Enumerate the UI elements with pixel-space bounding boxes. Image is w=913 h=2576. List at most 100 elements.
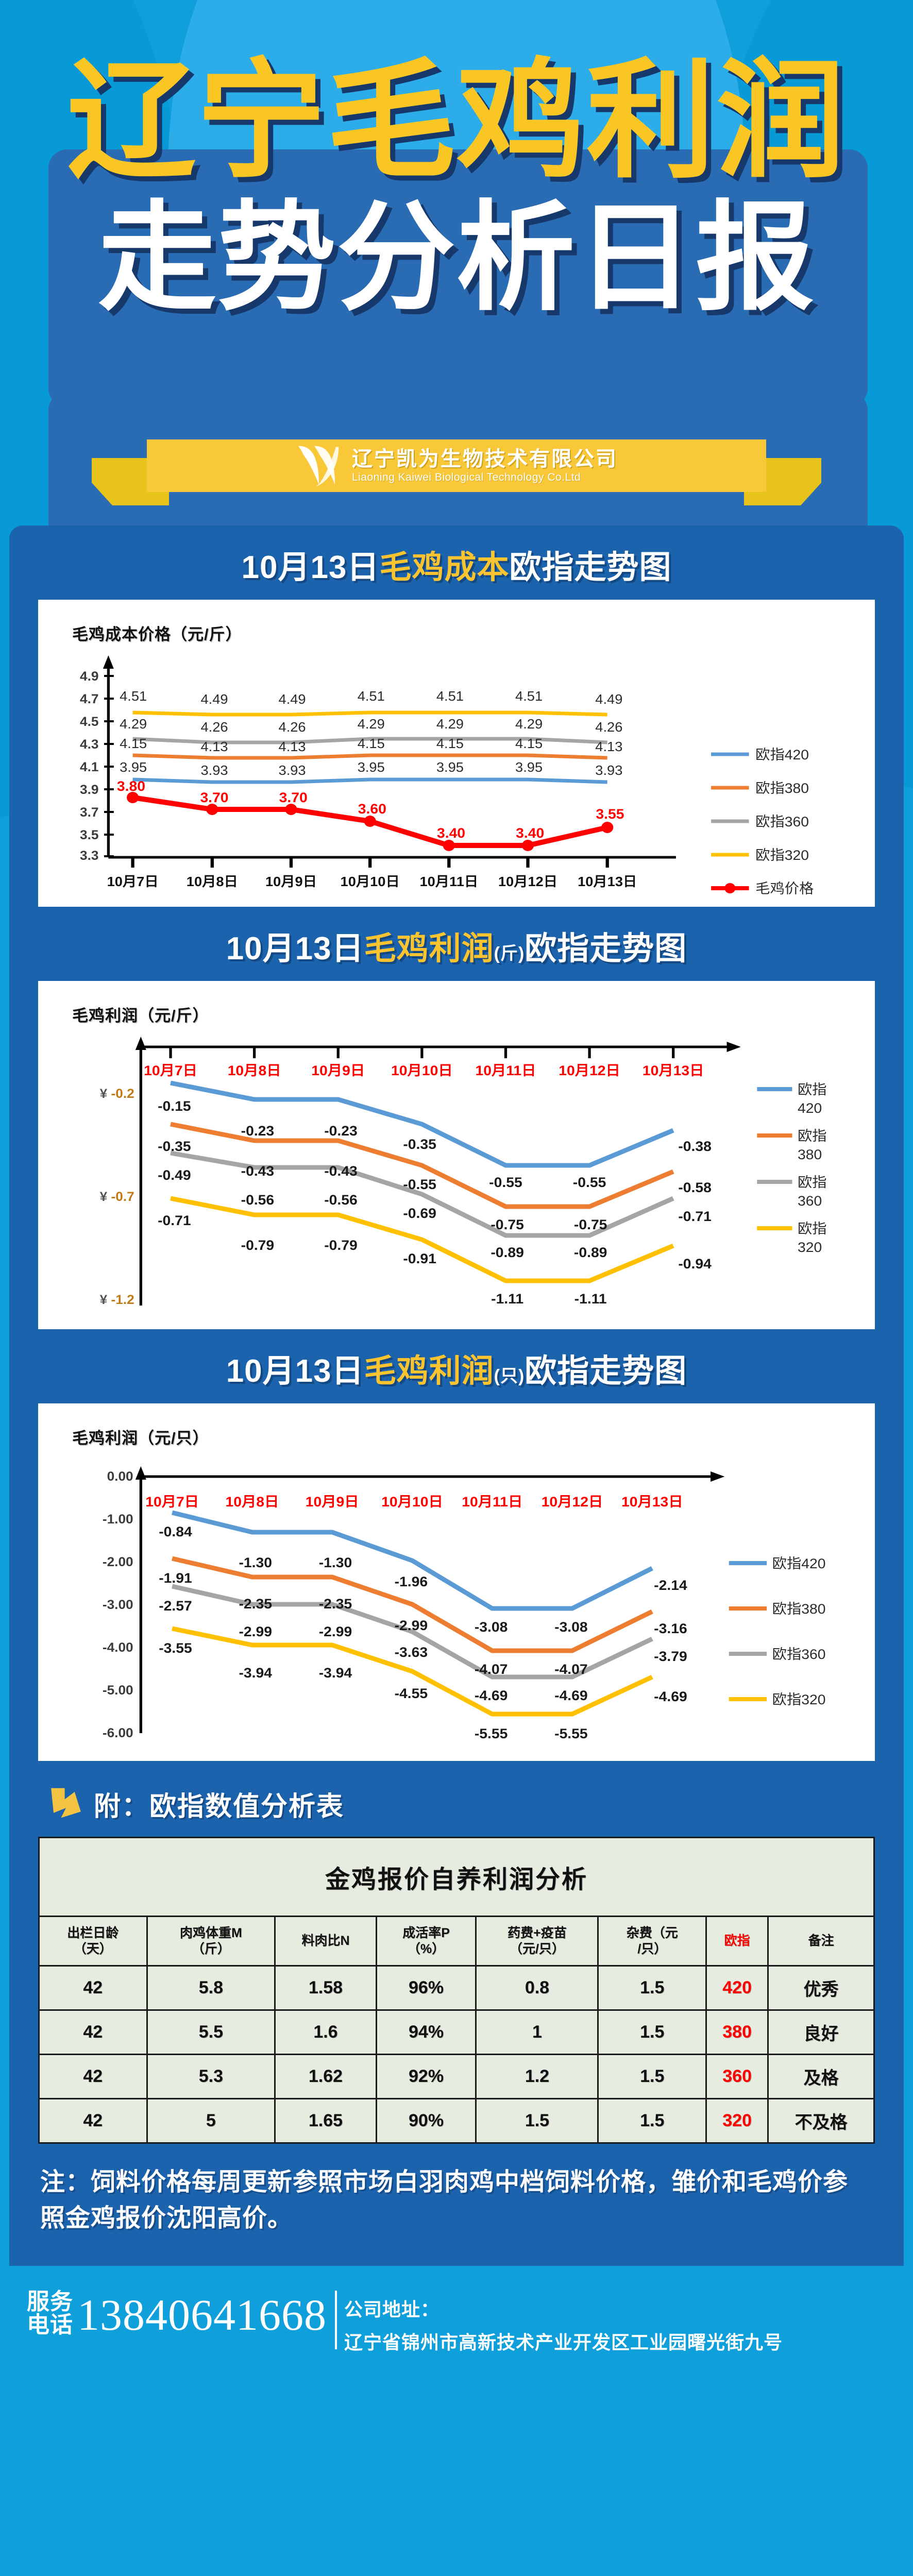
service-phone[interactable]: 13840641668 bbox=[77, 2290, 327, 2340]
cell-age: 42 bbox=[38, 2054, 148, 2099]
svg-text:3.95: 3.95 bbox=[436, 760, 464, 775]
svg-text:10月13日: 10月13日 bbox=[578, 874, 637, 889]
svg-text:欧指380: 欧指380 bbox=[755, 781, 809, 796]
svg-text:-0.79: -0.79 bbox=[324, 1238, 358, 1253]
svg-text:-1.30: -1.30 bbox=[239, 1555, 272, 1570]
cell-ouzhi: 360 bbox=[705, 2054, 769, 2099]
svg-text:-0.23: -0.23 bbox=[241, 1123, 275, 1139]
svg-text:-0.55: -0.55 bbox=[489, 1175, 522, 1190]
svg-text:3.95: 3.95 bbox=[515, 760, 543, 775]
svg-text:-0.75: -0.75 bbox=[574, 1217, 607, 1232]
service-label-line2: 电话 bbox=[27, 2312, 73, 2338]
th-remark: 备注 bbox=[767, 1916, 875, 1967]
poster-footer: 服务 电话 13840641668 公司地址： 辽宁省锦州市高新技术产业开发区工… bbox=[0, 2266, 913, 2354]
svg-text:320: 320 bbox=[798, 1240, 822, 1255]
section1-suffix: 欧指走势图 bbox=[509, 550, 672, 585]
svg-text:3.9: 3.9 bbox=[80, 783, 98, 797]
svg-text:¥ -0.7: ¥ -0.7 bbox=[100, 1190, 134, 1204]
address-label: 公司地址： bbox=[344, 2299, 440, 2320]
svg-text:3.5: 3.5 bbox=[80, 828, 98, 842]
svg-text:4.15: 4.15 bbox=[120, 736, 147, 751]
svg-text:-6.00: -6.00 bbox=[103, 1726, 133, 1740]
svg-text:欧指420: 欧指420 bbox=[772, 1556, 826, 1571]
table-row: 42 5 1.65 90% 1.5 1.5 320 不及格 bbox=[38, 2098, 875, 2144]
svg-text:欧指: 欧指 bbox=[798, 1221, 827, 1236]
cell-misc: 1.5 bbox=[597, 2098, 707, 2144]
svg-text:-0.43: -0.43 bbox=[324, 1163, 358, 1179]
chart-card-profit-zhi: 毛鸡利润（元/只） 0.00 -1.00 -2.00 -3.00 -4.00 -… bbox=[38, 1403, 875, 1761]
svg-text:10月8日: 10月8日 bbox=[226, 1494, 279, 1510]
section-title-profit-zhi: 10月13日毛鸡利润(只)欧指走势图 bbox=[9, 1329, 904, 1403]
cell-misc: 1.5 bbox=[597, 2054, 707, 2099]
svg-text:3.40: 3.40 bbox=[437, 825, 465, 841]
th-ouzhi: 欧指 bbox=[705, 1916, 769, 1967]
svg-text:4.15: 4.15 bbox=[515, 736, 543, 751]
cell-remark: 不及格 bbox=[767, 2098, 875, 2144]
svg-text:欧指320: 欧指320 bbox=[772, 1692, 826, 1707]
svg-text:4.9: 4.9 bbox=[80, 670, 98, 684]
svg-text:4.26: 4.26 bbox=[200, 720, 228, 735]
section2-suffix: 欧指走势图 bbox=[525, 931, 687, 967]
company-ribbon: 辽宁凯为生物技术有限公司 Liaoning Kaiwei Biological … bbox=[0, 420, 913, 513]
svg-text:-4.69: -4.69 bbox=[654, 1689, 687, 1704]
analysis-table: 金鸡报价自养利润分析 出栏日龄 （天） 肉鸡体重M （斤） 料肉比N 成活率P （%）… bbox=[38, 1837, 875, 2144]
svg-text:3.70: 3.70 bbox=[200, 790, 228, 805]
svg-text:-3.94: -3.94 bbox=[239, 1665, 272, 1681]
section1-highlight: 毛鸡成本 bbox=[379, 550, 510, 585]
content-panel: 10月13日毛鸡成本欧指走势图 毛鸡成本价格（元/斤） 4.9 4.7 4.5 4.… bbox=[9, 526, 904, 2266]
svg-text:-0.56: -0.56 bbox=[324, 1192, 358, 1208]
cell-fcr: 1.65 bbox=[274, 2098, 377, 2144]
svg-text:-1.11: -1.11 bbox=[574, 1291, 607, 1307]
svg-text:-0.79: -0.79 bbox=[241, 1238, 275, 1253]
section2-date: 10月13日 bbox=[226, 931, 364, 967]
svg-text:4.49: 4.49 bbox=[595, 692, 622, 707]
svg-text:-4.55: -4.55 bbox=[395, 1686, 428, 1701]
svg-text:3.60: 3.60 bbox=[358, 801, 386, 817]
svg-text:4.1: 4.1 bbox=[80, 760, 98, 774]
th-weight: 肉鸡体重M （斤） bbox=[146, 1916, 276, 1967]
poster-header: 辽宁毛鸡利润 走势分析日报 辽宁凯为生物技术有限公司 Liaoning Kaiw… bbox=[0, 0, 913, 634]
svg-text:10月10日: 10月10日 bbox=[341, 874, 400, 889]
svg-text:-0.35: -0.35 bbox=[403, 1137, 436, 1152]
appendix-note: 注：饲料价格每周更新参照市场白羽肉鸡中档饲料价格，雏价和毛鸡价参照金鸡报价沈阳高… bbox=[40, 2168, 849, 2232]
svg-text:10月13日: 10月13日 bbox=[643, 1063, 704, 1078]
svg-text:-1.96: -1.96 bbox=[395, 1574, 428, 1589]
svg-text:-5.00: -5.00 bbox=[103, 1684, 133, 1698]
svg-text:毛鸡价格: 毛鸡价格 bbox=[755, 881, 814, 896]
svg-text:-1.00: -1.00 bbox=[103, 1513, 133, 1527]
svg-text:4.13: 4.13 bbox=[279, 739, 306, 754]
svg-text:欧指360: 欧指360 bbox=[755, 814, 809, 829]
svg-text:-4.07: -4.07 bbox=[554, 1662, 588, 1677]
svg-text:-2.00: -2.00 bbox=[103, 1555, 133, 1569]
svg-text:-0.55: -0.55 bbox=[403, 1177, 436, 1192]
section3-unit: (只) bbox=[494, 1366, 525, 1386]
svg-text:3.93: 3.93 bbox=[200, 763, 228, 778]
svg-text:4.49: 4.49 bbox=[279, 692, 306, 707]
svg-text:3.55: 3.55 bbox=[596, 806, 624, 822]
svg-text:-4.07: -4.07 bbox=[475, 1662, 508, 1677]
company-address: 公司地址： 辽宁省锦州市高新技术产业开发区工业园曙光街九号 bbox=[344, 2287, 783, 2354]
poster-title: 辽宁毛鸡利润 走势分析日报 bbox=[0, 31, 913, 317]
chart-profit-zhi-plot: 0.00 -1.00 -2.00 -3.00 -4.00 -5.00 -6.00… bbox=[103, 1466, 826, 1741]
cell-fcr: 1.62 bbox=[274, 2054, 377, 2099]
svg-text:-4.00: -4.00 bbox=[103, 1641, 133, 1655]
svg-text:3.95: 3.95 bbox=[120, 760, 147, 775]
svg-text:-0.75: -0.75 bbox=[491, 1217, 524, 1232]
svg-text:-2.99: -2.99 bbox=[395, 1618, 428, 1633]
svg-text:3.95: 3.95 bbox=[358, 760, 385, 775]
svg-text:4.29: 4.29 bbox=[120, 717, 147, 732]
svg-text:10月7日: 10月7日 bbox=[144, 1063, 197, 1078]
appendix-heading: 附：欧指数值分析表 bbox=[9, 1761, 904, 1837]
svg-text:4.7: 4.7 bbox=[80, 692, 98, 706]
svg-text:4.15: 4.15 bbox=[436, 736, 464, 751]
svg-text:4.29: 4.29 bbox=[436, 717, 464, 732]
svg-text:欧指360: 欧指360 bbox=[772, 1647, 826, 1662]
cell-remark: 及格 bbox=[767, 2054, 875, 2099]
svg-text:-0.38: -0.38 bbox=[678, 1139, 712, 1154]
svg-text:3.40: 3.40 bbox=[516, 825, 544, 841]
cell-ouzhi: 420 bbox=[705, 1965, 769, 2011]
cell-medicine: 1 bbox=[475, 2009, 599, 2055]
svg-text:10月9日: 10月9日 bbox=[306, 1494, 359, 1510]
svg-text:欧指: 欧指 bbox=[798, 1175, 827, 1190]
cell-ouzhi: 380 bbox=[705, 2009, 769, 2055]
